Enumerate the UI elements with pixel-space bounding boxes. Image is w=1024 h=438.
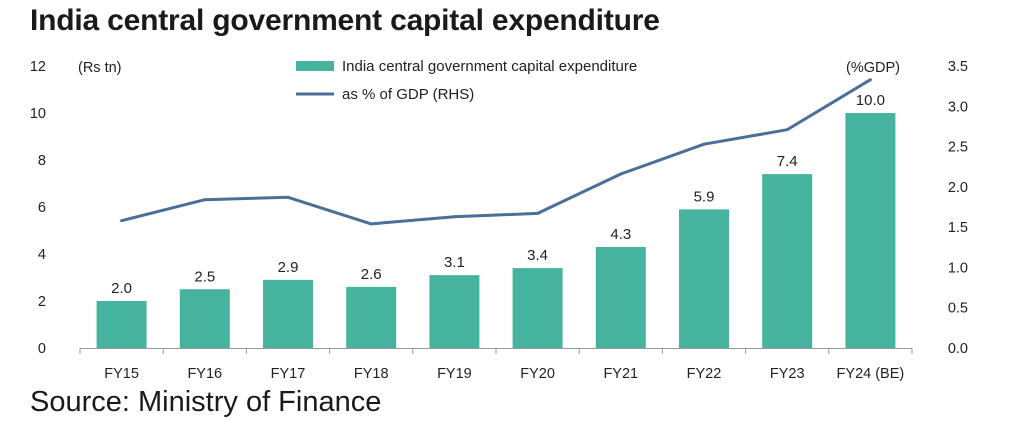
bar-data-label: 3.1: [444, 254, 465, 271]
bar: [679, 209, 729, 348]
line-point: [369, 222, 373, 226]
bar: [429, 275, 480, 348]
bar: [346, 286, 397, 348]
y-right-tick-label: 2.0: [948, 180, 968, 196]
source-note: Source: Ministry of Finance: [30, 386, 382, 418]
x-tick-label: FY19: [437, 366, 472, 382]
line-series: [120, 78, 872, 226]
x-tick-label: FY18: [354, 366, 389, 382]
left-axis: 0 2 4 6 8 10 12 (Rs tn): [30, 59, 122, 357]
bar-data-label: 7.4: [777, 153, 798, 170]
bar: [762, 174, 813, 348]
y-left-tick-label: 0: [38, 341, 46, 357]
x-tick-label: FY23: [770, 366, 805, 382]
legend-bar-label: India central government capital expendi…: [342, 58, 637, 75]
y-left-unit-label: (Rs tn): [78, 60, 122, 76]
x-tick-label: FY22: [687, 366, 722, 382]
right-axis: 0.0 0.5 1.0 1.5 2.0 2.5 3.0 3.5 (%GDP): [846, 59, 968, 357]
x-tick-label: FY21: [603, 366, 638, 382]
x-tick-label: FY20: [520, 366, 555, 382]
y-right-tick-label: 2.5: [948, 140, 968, 156]
bar: [595, 246, 646, 348]
line-point: [785, 128, 789, 132]
bar-data-label: 4.3: [610, 226, 631, 243]
y-right-tick-label: 1.0: [948, 260, 968, 276]
x-axis: FY15 FY16 FY17 FY18 FY19 FY20 FY21 FY22 FY23 FY24…: [79, 348, 913, 382]
x-tick-label: FY24 (BE): [837, 366, 905, 382]
bar: [263, 279, 313, 348]
bar-data-label: 3.4: [527, 247, 548, 264]
y-right-tick-label: 3.0: [948, 99, 968, 115]
legend-line-label: as % of GDP (RHS): [342, 86, 474, 103]
y-right-tick-label: 0.5: [948, 301, 968, 317]
y-left-tick-label: 2: [38, 294, 46, 310]
y-left-tick-label: 12: [30, 59, 46, 75]
y-left-tick-label: 4: [38, 247, 46, 263]
x-tick-label: FY17: [271, 366, 306, 382]
line-point: [868, 78, 872, 82]
bar-data-label: 2.0: [111, 280, 132, 297]
y-right-tick-label: 1.5: [948, 220, 968, 236]
y-left-tick-label: 10: [30, 106, 46, 122]
bar-data-label: 2.6: [361, 266, 382, 283]
x-tick-label: FY15: [104, 366, 139, 382]
bar: [512, 268, 563, 348]
y-left-tick-label: 6: [38, 200, 46, 216]
line-point: [286, 195, 290, 199]
line-point: [619, 172, 623, 176]
y-right-unit-label: (%GDP): [846, 60, 900, 76]
legend-bar-swatch: [296, 61, 334, 71]
bar-data-label: 2.9: [278, 259, 299, 276]
x-tick-label: FY16: [187, 366, 222, 382]
gdp-share-line: [121, 78, 872, 226]
legend: India central government capital expendi…: [296, 58, 637, 103]
bar: [179, 289, 230, 348]
bar-data-label: 10.0: [856, 92, 885, 109]
bar-data-label: 5.9: [694, 188, 715, 205]
y-right-tick-label: 0.0: [948, 341, 968, 357]
line-point: [536, 211, 540, 215]
bar-data-label: 2.5: [194, 268, 215, 285]
line-point: [452, 215, 456, 219]
chart-title: India central government capital expendi…: [30, 4, 660, 37]
bar: [96, 301, 147, 348]
bar: [845, 113, 896, 348]
y-right-tick-label: 3.5: [948, 59, 968, 75]
y-left-tick-label: 8: [38, 153, 46, 169]
line-point: [203, 198, 207, 202]
bar-series: 2.0 2.5 2.9 2.6 3.1 3.4 4.3 5.9 7.4 10.0: [96, 92, 896, 348]
line-point: [702, 142, 706, 146]
line-point: [120, 219, 124, 223]
